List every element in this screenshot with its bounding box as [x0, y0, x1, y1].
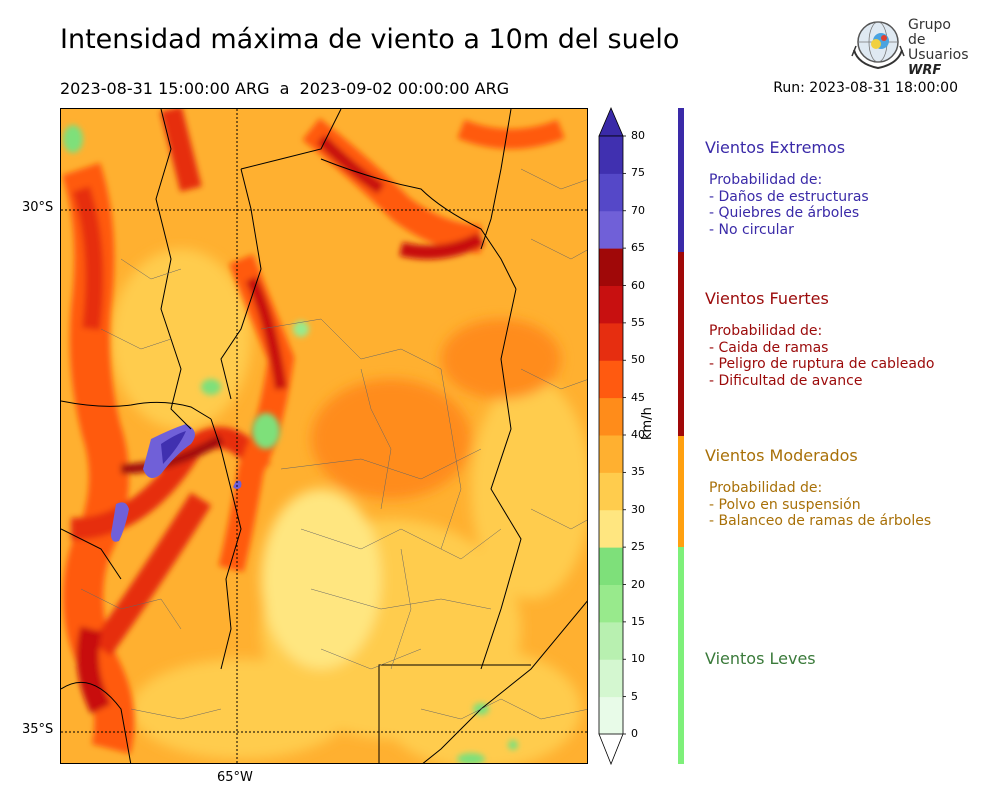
category-desc-line: - Dificultad de avance	[709, 372, 863, 389]
colorbar-band	[599, 584, 623, 623]
run-label: Run: 2023-08-31 18:00:00	[773, 80, 958, 96]
category-title: Vientos Moderados	[705, 446, 858, 465]
lat-label-35s: 35°S	[22, 722, 54, 737]
category-bar	[678, 252, 684, 436]
category-bar	[678, 547, 684, 764]
department-borders	[80, 168, 587, 720]
colorbar-band	[599, 547, 623, 585]
category-title: Vientos Extremos	[705, 138, 846, 157]
colorbar-tick-label: 75	[631, 166, 645, 180]
category-description: Probabilidad de: - Polvo en suspensión - B…	[709, 480, 931, 530]
logo-line3: WRF	[908, 63, 942, 78]
colorbar-band	[599, 509, 623, 548]
colorbar-tick-label: 15	[631, 614, 645, 628]
colorbar-band	[599, 659, 623, 698]
colorbar-band	[599, 322, 623, 361]
category-description: Probabilidad de: - Caida de ramas - Peligr…	[709, 323, 934, 389]
category-desc-line: - Balanceo de ramas de árboles	[709, 513, 932, 529]
colorbar-extend-min	[598, 733, 624, 766]
colorbar-tick-label: 70	[631, 203, 645, 217]
colorbar: 0 5 10 15 20 25 30 35 40 45 50 55 60 65 70 75 80	[596, 106, 666, 768]
colorbar-tick-label: 45	[631, 390, 645, 404]
colorbar-band	[599, 621, 623, 660]
lat-label-30s: 30°S	[22, 200, 54, 215]
category-title: Vientos Leves	[705, 649, 816, 668]
logo-line1: Grupo de	[908, 17, 951, 48]
category-desc-line: - Caida de ramas	[709, 339, 829, 356]
lon-label-65w: 65°W	[217, 770, 253, 785]
colorbar-band	[599, 248, 623, 286]
colorbar-tick-label: 0	[631, 727, 638, 740]
category-desc-line: Probabilidad de:	[709, 172, 823, 188]
colorbar-band	[599, 435, 623, 473]
province-borders	[61, 109, 587, 763]
wind-field-light	[63, 125, 518, 763]
category-desc-line: - No circular	[709, 221, 794, 238]
category-bar	[678, 108, 684, 252]
colorbar-tick-label: 60	[631, 278, 645, 292]
colorbar-band	[599, 360, 623, 399]
colorbar-band	[599, 173, 623, 212]
colorbar-band	[599, 285, 623, 324]
chart-title: Intensidad máxima de viento a 10m del su…	[60, 24, 680, 55]
colorbar-band	[599, 696, 623, 735]
wrf-logo: Grupo de Usuarios WRF	[848, 16, 969, 78]
logo-line2: Usuarios	[908, 47, 969, 63]
colorbar-unit: km/h	[640, 407, 655, 440]
colorbar-tick-label: 30	[631, 502, 645, 516]
colorbar-band	[599, 472, 623, 511]
colorbar-tick-label: 35	[631, 465, 645, 479]
colorbar-tick-label: 20	[631, 577, 645, 591]
category-desc-line: - Daños de estructuras	[709, 188, 869, 205]
category-bar	[678, 436, 684, 547]
colorbar-tick-label: 25	[631, 540, 645, 554]
colorbar-band	[599, 136, 623, 174]
category-title: Vientos Fuertes	[705, 289, 829, 308]
colorbar-svg	[598, 106, 627, 766]
category-desc-line: - Peligro de ruptura de cableado	[709, 356, 935, 372]
wind-field-extreme	[111, 424, 242, 542]
category-desc-line: - Polvo en suspensión	[709, 496, 861, 513]
colorbar-tick-label: 80	[631, 129, 645, 142]
colorbar-tick-label: 55	[631, 315, 645, 329]
graticule	[61, 109, 587, 763]
category-desc-line: Probabilidad de:	[709, 323, 823, 339]
colorbar-tick-label: 10	[631, 652, 645, 666]
wind-map-svg	[61, 109, 587, 763]
category-desc-line: - Quiebres de árboles	[709, 205, 860, 221]
colorbar-tick-label: 5	[631, 689, 638, 703]
colorbar-extend-max	[598, 106, 624, 137]
colorbar-tick-label: 50	[631, 353, 645, 367]
category-desc-line: Probabilidad de:	[709, 480, 823, 496]
category-description: Probabilidad de: - Daños de estructuras - …	[709, 172, 869, 238]
period-subtitle: 2023-08-31 15:00:00 ARG a 2023-09-02 00:…	[60, 79, 510, 98]
wind-map	[60, 108, 588, 764]
colorbar-tick-label: 40	[631, 428, 645, 441]
globe-icon	[851, 21, 905, 70]
colorbar-band	[599, 397, 623, 436]
colorbar-band	[599, 210, 623, 249]
colorbar-tick-label: 65	[631, 241, 645, 255]
